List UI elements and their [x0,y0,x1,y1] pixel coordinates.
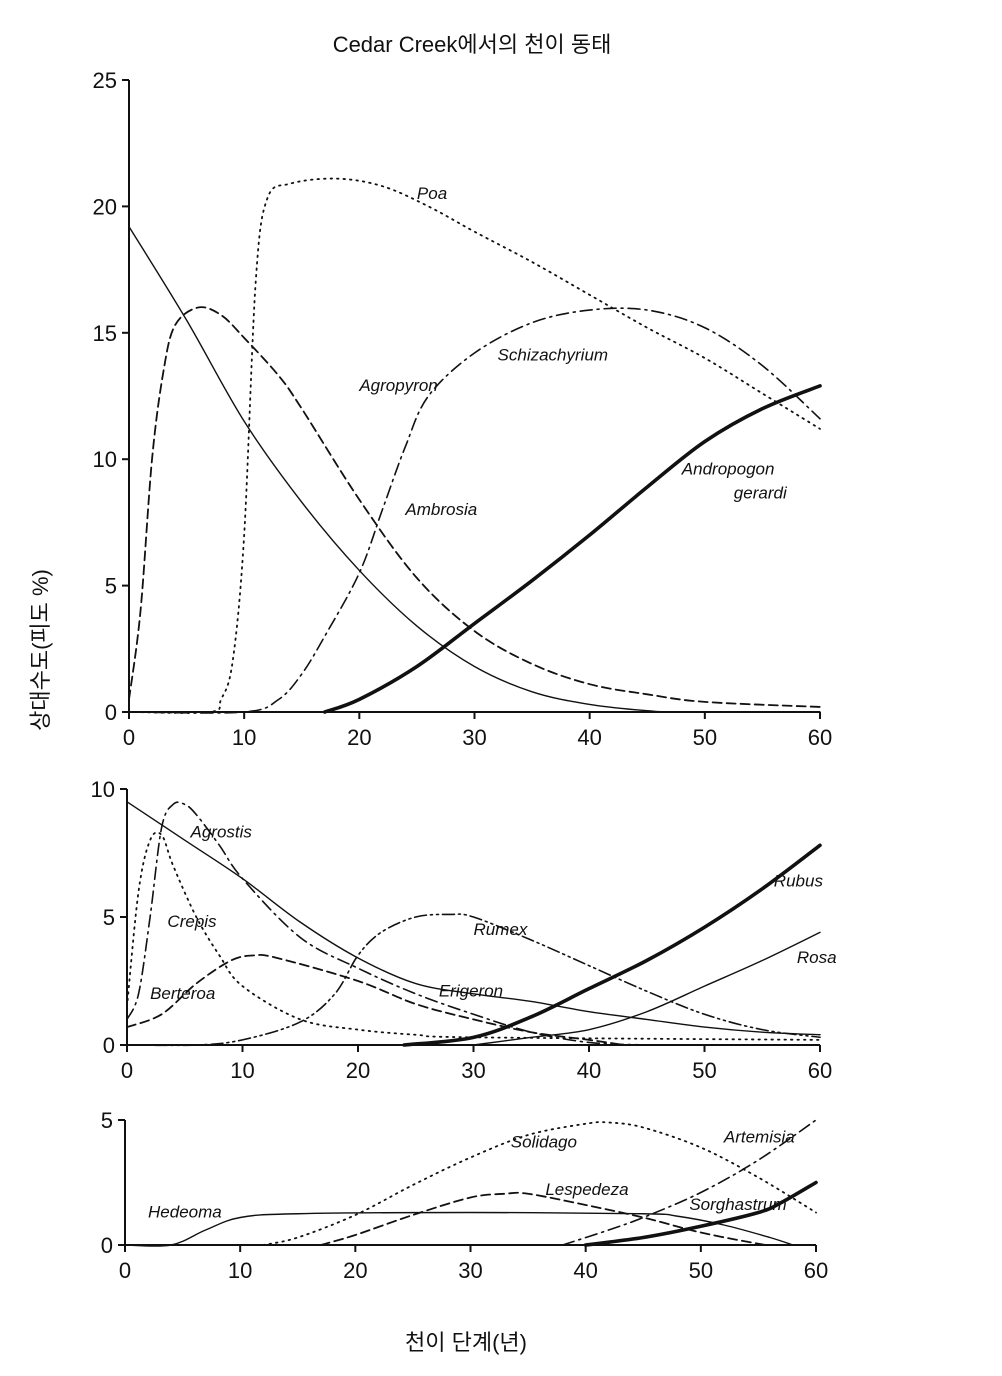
x-tick-label: 40 [573,1258,597,1283]
series-line-agrostis [126,801,648,1046]
series-label-andropogon-gerardi: Andropogon gerardi [681,459,788,502]
series-label-rubus: Rubus [774,871,824,890]
y-axis-label: 상대수도(피도 %) [28,569,53,731]
x-axis-label: 천이 단계(년) [405,1330,527,1355]
x-tick-label: 20 [343,1258,367,1283]
y-tick-label: 25 [93,68,117,93]
series-line-ambrosia [128,225,821,713]
series-line-lespedeza [319,1191,771,1246]
series-line-agropyron [128,306,821,708]
x-tick-label: 10 [232,725,256,750]
series-line-rubus [402,843,822,1047]
series-label-rumex: Rumex [474,920,528,939]
series-line-schizachyrium [128,307,821,714]
axes [128,80,820,713]
y-tick-label: 0 [103,1033,115,1058]
series-label-line: gerardi [734,483,788,502]
panel-2: 0 10 20 30 40 50 60 0 5 10 Erigeron Agrostis Crepis B… [91,777,837,1083]
series-line-berteroa [126,953,625,1046]
x-tick-label: 20 [346,1058,370,1083]
x-tick-label: 30 [461,1058,485,1083]
series-label-berteroa: Berteroa [150,984,215,1003]
series-label-rosa: Rosa [797,948,837,967]
x-tick-label: 0 [119,1258,131,1283]
y-tick-label: 10 [93,447,117,472]
x-tick-label: 60 [808,1058,832,1083]
x-tick-label: 30 [458,1258,482,1283]
panel-1: 0 10 20 30 40 50 60 0 5 10 15 20 25 Ambrosia Agropyron… [93,68,833,750]
x-tick-label: 0 [123,725,135,750]
series-label-ambrosia: Ambrosia [404,500,477,519]
y-tick-label: 20 [93,194,117,219]
series-line-artemisia [561,1119,817,1246]
series-label-artemisia: Artemisia [723,1128,795,1147]
series-line-poa [128,177,821,714]
series-line-rosa [472,931,821,1046]
series-label-agrostis: Agrostis [190,823,253,842]
x-tick-label: 50 [693,725,717,750]
x-tick-label: 20 [347,725,371,750]
y-tick-label: 5 [103,905,115,930]
series-label-lespedeza: Lespedeza [545,1180,628,1199]
y-tick-label: 0 [105,700,117,725]
series-label-schizachyrium: Schizachyrium [498,346,609,365]
x-tick-label: 10 [230,1058,254,1083]
x-tick-label: 50 [689,1258,713,1283]
series-label-erigeron: Erigeron [439,981,503,1000]
series-label-sorghastrum: Sorghastrum [689,1195,786,1214]
series-line-erigeron [126,801,821,1036]
series-line-sorghastrum [583,1180,818,1247]
series-label-hedeoma: Hedeoma [148,1203,222,1222]
axes [124,1120,816,1246]
series-line-crepis [126,831,821,1041]
series-line-solidago [262,1121,817,1246]
series-line-rumex [126,913,821,1047]
series-label-agropyron: Agropyron [358,376,437,395]
series-label-crepis: Crepis [167,912,217,931]
y-tick-label: 15 [93,321,117,346]
y-tick-label: 10 [91,777,115,802]
x-tick-label: 50 [692,1058,716,1083]
series-label-solidago: Solidago [511,1133,577,1152]
x-tick-label: 40 [577,1058,601,1083]
y-tick-label: 0 [101,1233,113,1258]
x-tick-label: 40 [577,725,601,750]
x-tick-label: 30 [462,725,486,750]
series-label-poa: Poa [417,184,447,203]
series-line-andropogon-gerardi [322,384,822,714]
series-label-line: Andropogon [681,459,775,478]
series-line-hedeoma [124,1211,794,1247]
y-tick-label: 5 [105,574,117,599]
x-tick-label: 0 [121,1058,133,1083]
x-tick-label: 60 [804,1258,828,1283]
panel-3: 0 10 20 30 40 50 60 0 5 Hedeoma Solidago Lespedeza A… [101,1108,828,1283]
chart-title: Cedar Creek에서의 천이 동태 [333,32,612,57]
x-tick-label: 60 [808,725,832,750]
y-tick-label: 5 [101,1108,113,1133]
x-tick-label: 10 [228,1258,252,1283]
